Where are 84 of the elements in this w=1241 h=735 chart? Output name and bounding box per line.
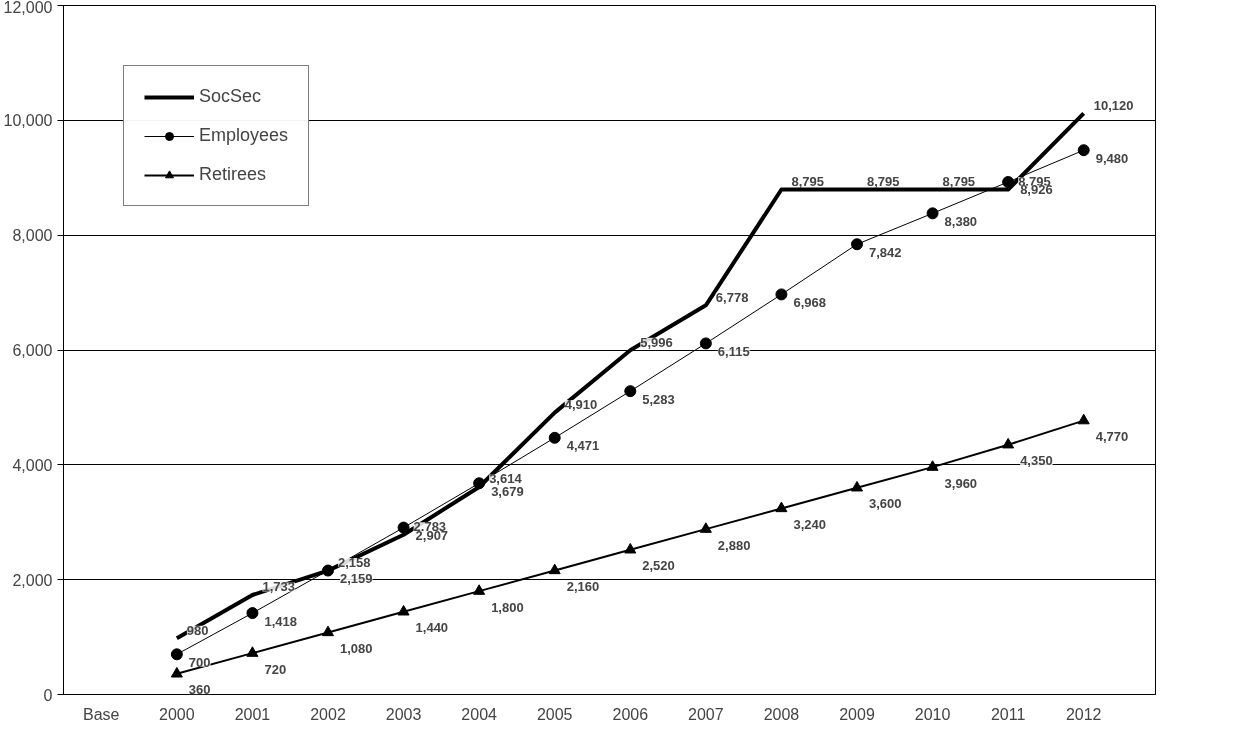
data-label: 4,471: [566, 438, 600, 454]
point: [699, 522, 712, 533]
y-tick-label: 10,000: [3, 112, 53, 130]
data-label: 1,440: [415, 620, 449, 636]
data-label: 2,520: [642, 558, 675, 574]
x-tick-label: 2008: [763, 705, 800, 723]
data-label: 1,080: [340, 640, 373, 656]
data-label: 2,159: [340, 571, 373, 587]
data-label: 3,614: [489, 471, 523, 487]
point: [397, 604, 410, 616]
point: [473, 584, 486, 595]
x-tick-label: 2004: [461, 705, 498, 723]
point: [699, 337, 712, 350]
legend-label: Employees: [199, 125, 289, 146]
point: [1002, 437, 1015, 449]
x-tick-label: 2002: [310, 705, 346, 723]
data-label: 8,380: [944, 213, 978, 229]
point: [624, 542, 637, 554]
point: [397, 521, 410, 534]
data-label: 5,996: [640, 334, 673, 350]
data-label: 1,800: [491, 599, 524, 615]
data-label: 8,795: [942, 174, 976, 190]
point: [926, 460, 939, 471]
x-tick-label: 2006: [612, 705, 649, 723]
data-label: 1,733: [262, 579, 295, 595]
point: [322, 564, 334, 577]
data-label: 3,600: [868, 496, 902, 512]
point: [1077, 144, 1090, 157]
data-label: 6,968: [793, 294, 826, 310]
data-label: 2,880: [717, 537, 751, 553]
data-label: 720: [264, 661, 287, 677]
point: [850, 480, 863, 492]
point: [548, 563, 561, 575]
data-label: 8,795: [866, 174, 900, 190]
data-label: 6,115: [717, 343, 750, 359]
x-tick-label: 2011: [990, 705, 1026, 723]
data-label: 360: [188, 682, 211, 698]
x-tick-label: 2001: [234, 705, 271, 723]
x-tick-label: 2007: [688, 705, 724, 723]
point: [926, 207, 939, 220]
y-tick-label: 8,000: [12, 227, 53, 245]
data-label: 980: [186, 622, 209, 638]
point: [850, 238, 863, 251]
x-tick-label: 2010: [914, 705, 951, 723]
point: [246, 607, 259, 620]
x-tick-label: 2000: [159, 705, 195, 723]
y-tick-label: 12,000: [3, 0, 53, 16]
data-label: 4,350: [1020, 453, 1053, 469]
data-label: 9,480: [1095, 150, 1129, 166]
x-tick-label: Base: [83, 705, 120, 723]
data-label: 4,770: [1095, 429, 1129, 445]
point: [1077, 413, 1090, 425]
point: [246, 646, 259, 657]
point: [775, 288, 788, 301]
data-label: 7,842: [868, 244, 902, 260]
data-label: 1,418: [264, 613, 297, 629]
data-label: 2,160: [566, 578, 600, 594]
y-tick-label: 6,000: [12, 342, 53, 359]
legend-label: Retirees: [199, 164, 267, 185]
y-tick-label: 2,000: [12, 571, 53, 589]
data-label: 2,158: [338, 555, 371, 571]
point: [775, 501, 788, 513]
x-tick-label: 2003: [385, 705, 422, 723]
data-label: 3,240: [793, 516, 826, 532]
data-label: 10,120: [1093, 97, 1134, 113]
data-label: 8,795: [791, 174, 824, 190]
point: [473, 477, 486, 490]
data-label: 6,778: [715, 289, 749, 305]
point: [548, 431, 561, 444]
data-label: 5,283: [642, 391, 675, 407]
point: [322, 625, 334, 637]
x-tick-label: 2009: [839, 705, 875, 723]
y-tick-label: 0: [43, 686, 53, 704]
point: [624, 385, 637, 398]
data-label: 4,910: [564, 397, 598, 413]
x-tick-label: 2005: [536, 705, 573, 723]
point: [1002, 176, 1015, 188]
y-tick-label: 4,000: [12, 456, 53, 474]
x-tick-label: 2012: [1065, 705, 1102, 723]
point: [170, 648, 183, 661]
data-label: 3,960: [944, 475, 978, 491]
data-label: 700: [188, 654, 211, 670]
legend-label: SocSec: [199, 86, 262, 107]
point: [170, 666, 183, 678]
